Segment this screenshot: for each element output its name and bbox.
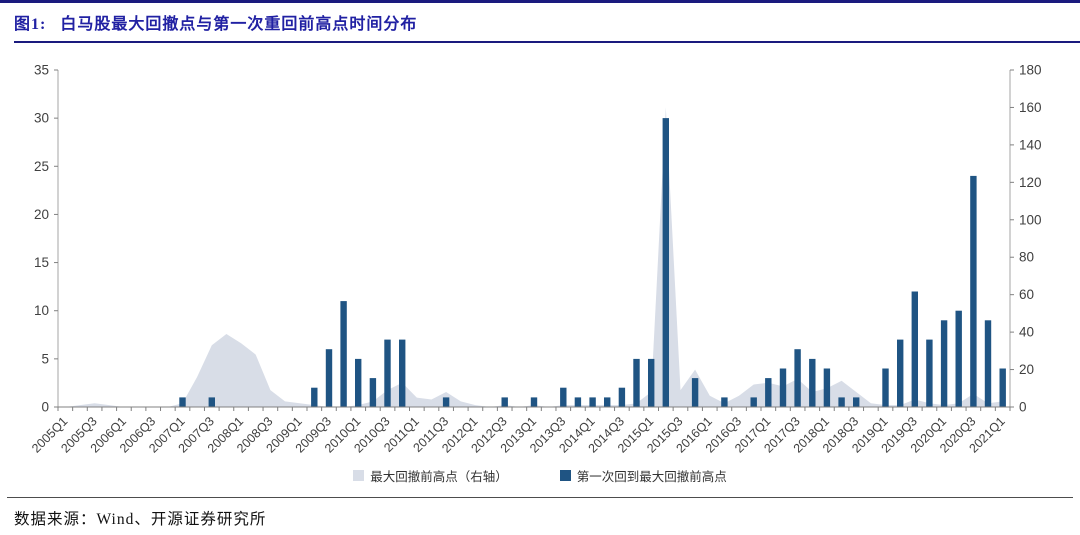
data-source-text: 数据来源：Wind、开源证券研究所 [14, 511, 267, 528]
svg-text:20: 20 [34, 207, 49, 222]
svg-text:0: 0 [1019, 400, 1027, 415]
chart-legend: 最大回撤前高点（右轴） 第一次回到最大回撤前高点 [0, 465, 1080, 485]
top-rule [0, 0, 1080, 3]
svg-text:100: 100 [1019, 212, 1042, 227]
svg-text:80: 80 [1019, 250, 1034, 265]
svg-text:0: 0 [41, 400, 49, 415]
svg-text:160: 160 [1019, 100, 1042, 115]
svg-text:140: 140 [1019, 137, 1042, 152]
title-rule [14, 41, 1080, 43]
svg-text:20: 20 [1019, 362, 1034, 377]
figure-footer: 数据来源：Wind、开源证券研究所 [0, 497, 1080, 529]
legend-label-area: 最大回撤前高点（右轴） [370, 469, 508, 484]
legend-item-bar: 第一次回到最大回撤前高点 [559, 466, 727, 485]
figure-header: 图1: 白马股最大回撤点与第一次重回前高点时间分布 [0, 3, 1080, 43]
footer-rule [7, 497, 1073, 498]
svg-text:25: 25 [34, 159, 49, 174]
legend-swatch-area [353, 469, 365, 481]
page-title: 白马股最大回撤点与第一次重回前高点时间分布 [60, 16, 418, 33]
svg-text:10: 10 [34, 303, 49, 318]
svg-text:35: 35 [34, 63, 49, 78]
svg-text:5: 5 [41, 351, 49, 366]
legend-label-bar: 第一次回到最大回撤前高点 [576, 469, 727, 484]
svg-text:15: 15 [34, 255, 49, 270]
legend-item-area: 最大回撤前高点（右轴） [353, 466, 508, 485]
svg-text:40: 40 [1019, 325, 1034, 340]
legend-swatch-bar [559, 469, 571, 481]
svg-text:180: 180 [1019, 63, 1042, 78]
chart-canvas: 0510152025303502040608010012014016018020… [29, 63, 1042, 456]
svg-text:120: 120 [1019, 175, 1042, 190]
chart-area: 0 5 10 15 20 25 30 35 0 20 40 60 80 100 120 140 160 180 20… [0, 45, 1080, 465]
svg-text:30: 30 [34, 111, 49, 126]
svg-text:60: 60 [1019, 287, 1034, 302]
figure-label: 图1: [14, 16, 47, 33]
